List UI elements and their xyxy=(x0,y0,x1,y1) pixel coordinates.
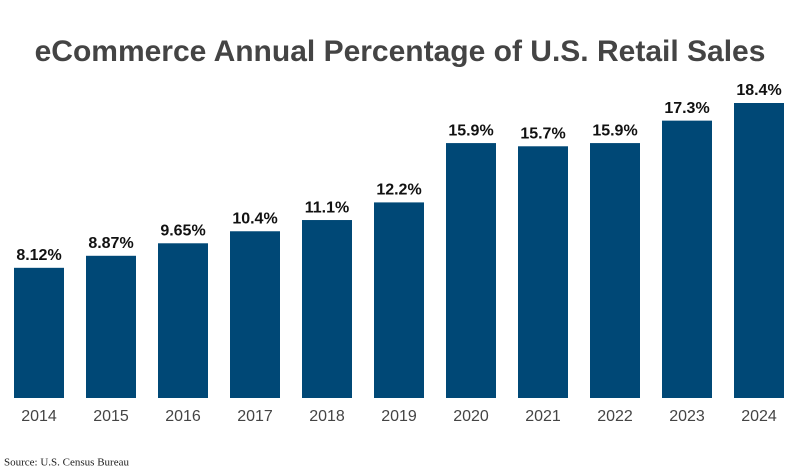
chart-title: eCommerce Annual Percentage of U.S. Reta… xyxy=(35,35,766,68)
x-tick-label: 2020 xyxy=(453,408,489,425)
value-label: 15.9% xyxy=(448,122,493,139)
bar xyxy=(662,120,712,399)
value-label: 17.3% xyxy=(664,100,709,117)
bar xyxy=(302,220,352,398)
bar xyxy=(86,255,136,398)
x-tick-label: 2024 xyxy=(741,408,777,425)
bar xyxy=(518,146,568,398)
x-tick-label: 2018 xyxy=(309,408,345,425)
bar xyxy=(14,267,64,398)
value-label: 11.1% xyxy=(305,199,349,216)
value-label: 8.12% xyxy=(16,247,61,264)
x-tick-label: 2017 xyxy=(237,408,273,425)
x-tick-label: 2016 xyxy=(165,408,201,425)
bar xyxy=(158,243,208,398)
value-label: 15.9% xyxy=(592,122,637,139)
value-label: 18.4% xyxy=(736,82,781,99)
bar xyxy=(590,143,640,398)
bar xyxy=(230,231,280,398)
x-tick-label: 2022 xyxy=(597,408,633,425)
value-label: 12.2% xyxy=(376,182,421,199)
x-tick-label: 2023 xyxy=(669,408,705,425)
bar xyxy=(446,143,496,398)
value-label: 15.7% xyxy=(520,126,565,143)
x-tick-label: 2019 xyxy=(381,408,417,425)
bar xyxy=(734,103,784,398)
value-label: 10.4% xyxy=(232,210,277,227)
value-label: 9.65% xyxy=(160,223,205,240)
x-tick-label: 2015 xyxy=(93,408,129,425)
x-tick-label: 2021 xyxy=(525,408,561,425)
bar xyxy=(374,202,424,398)
source-note: Source: U.S. Census Bureau xyxy=(4,457,129,469)
x-tick-label: 2014 xyxy=(21,408,57,425)
value-label: 8.87% xyxy=(88,235,133,252)
